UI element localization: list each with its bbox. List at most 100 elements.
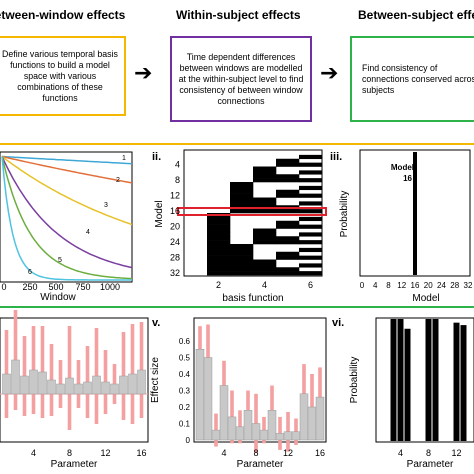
curve-5: [1, 156, 133, 280]
matrix-cell: [207, 216, 231, 222]
separator-yellow: [0, 143, 474, 145]
bar-parameter-6: [47, 379, 56, 395]
matrix-cell: [230, 193, 254, 198]
matrix-cell: [207, 228, 231, 233]
x-tick-label: 4: [262, 280, 267, 290]
matrix-cell: [253, 178, 277, 183]
matrix-cell: [230, 247, 254, 253]
bar-model-16: [413, 152, 417, 275]
matrix-cell: [230, 197, 254, 202]
matrix-cell: [207, 251, 231, 256]
x-tick-label: 20: [424, 281, 433, 290]
panel-iv-xlabel: Parameter: [51, 459, 98, 470]
matrix-cell: [276, 174, 300, 179]
x-tick-label: 250: [22, 282, 37, 292]
panel-vi-ylabel: Probability: [349, 357, 360, 404]
matrix-cell: [207, 236, 231, 241]
matrix-cell: [207, 259, 231, 264]
matrix-cell: [299, 271, 323, 276]
x-tick-label: 8: [426, 448, 431, 458]
matrix-cell: [299, 209, 323, 214]
panel-v-frame: [193, 317, 327, 443]
panel-i-frame: [0, 151, 133, 283]
bar-parameter-3: [211, 429, 221, 441]
matrix-cell: [299, 154, 323, 160]
y-tick-label: 8: [175, 175, 180, 185]
matrix-cell: [253, 201, 277, 206]
matrix-cell: [299, 178, 323, 183]
x-tick-label: 6: [308, 280, 313, 290]
matrix-cell: [230, 251, 254, 256]
panel-v-ylabel: Effect size: [150, 357, 161, 403]
panel-iii-frame: [359, 149, 471, 277]
y-tick-label: 16: [170, 206, 180, 216]
matrix-cell: [230, 271, 254, 276]
x-tick-label: 0: [360, 281, 365, 290]
curve-label: 2: [116, 177, 120, 184]
matrix-cell: [299, 240, 323, 245]
matrix-cell: [253, 197, 277, 202]
y-tick-label: 4: [175, 160, 180, 170]
bar-parameter-12: [453, 322, 460, 441]
panel-iii-xlabel: Model: [412, 293, 439, 304]
matrix-cell: [207, 232, 231, 237]
y-tick-label: 28: [170, 253, 180, 263]
box-between-window-text: Define various temporal basis functions …: [2, 48, 118, 103]
bar-parameter-9: [74, 383, 83, 395]
bar-parameter-7: [243, 410, 253, 441]
curve-label: 1: [122, 155, 126, 162]
matrix-cell: [230, 255, 254, 260]
panel-ii-xlabel: basis function: [222, 293, 283, 304]
matrix-cell: [253, 166, 277, 171]
matrix-cell: [230, 209, 254, 214]
matrix-cell: [253, 240, 277, 245]
matrix-cell: [253, 263, 277, 268]
bar-parameter-16: [315, 396, 325, 441]
x-tick-label: 4: [31, 448, 36, 458]
panel-v: v. 0.6 0.5 0.4 0.3 0.2 0.1 0 4 8 12 16 Effect siz…: [150, 317, 327, 470]
y-tick-label: 24: [170, 237, 180, 247]
matrix-cell: [276, 240, 300, 245]
bar-parameter-14: [299, 393, 309, 441]
matrix-cell: [230, 201, 254, 206]
curve-2: [1, 155, 133, 184]
matrix-cell: [276, 209, 300, 214]
matrix-cell: [299, 216, 323, 222]
x-tick-label: 16: [411, 281, 420, 290]
x-tick-label: 4: [221, 448, 226, 458]
matrix-cell: [253, 259, 277, 264]
matrix-cell: [253, 170, 277, 175]
matrix-cell: [299, 255, 323, 260]
panel-vi-xlabel: Parameter: [407, 459, 454, 470]
matrix-cell: [207, 220, 231, 225]
highlight-model-16: [177, 207, 327, 216]
arrow-right-icon: ➔: [320, 60, 339, 85]
matrix-cell: [207, 224, 231, 229]
bar-parameter-3: [390, 319, 397, 441]
x-tick-label: 32: [464, 281, 473, 290]
matrix-cell: [230, 244, 254, 249]
separator-green: [0, 306, 474, 308]
matrix-cell: [230, 189, 254, 194]
x-tick-label: 750: [75, 282, 90, 292]
matrix-cell: [276, 267, 300, 272]
matrix-cell: [299, 162, 323, 167]
y-tick-label: 0.3: [179, 387, 191, 396]
matrix-cell: [276, 255, 300, 260]
bar-parameter-1: [2, 373, 11, 395]
matrix-cell: [207, 263, 231, 268]
header-between-subject: Between-subject effects: [358, 8, 474, 22]
box-between-window: Define various temporal basis functions …: [0, 36, 126, 116]
panel-i-xlabel: Window: [40, 292, 76, 303]
y-tick-label: 0.4: [179, 370, 191, 379]
panel-vi: vi. 4 8 12 Probability Parameter: [332, 317, 474, 470]
bar-parameter-10: [83, 381, 92, 395]
x-tick-label: 28: [450, 281, 459, 290]
matrix-cell: [299, 201, 323, 206]
bar-parameter-13: [110, 383, 119, 395]
bar-parameter-4: [219, 385, 229, 441]
matrix-cell: [299, 224, 323, 229]
matrix-cell: [207, 244, 231, 249]
